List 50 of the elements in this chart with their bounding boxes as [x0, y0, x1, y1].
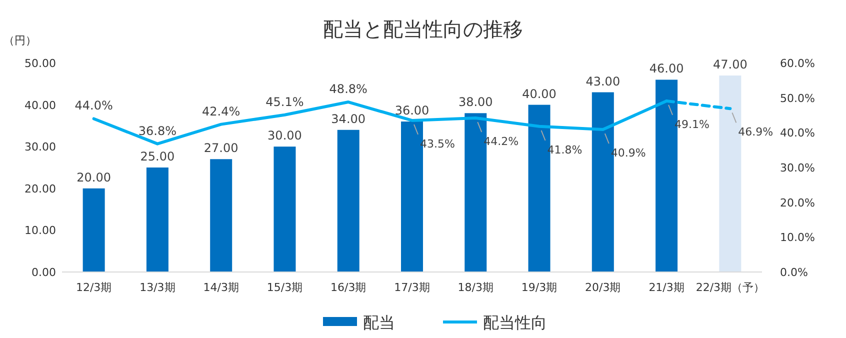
y2-tick-label: 50.0% — [780, 92, 815, 105]
y-tick-label: 20.00 — [24, 182, 56, 196]
x-tick-label: 15/3期 — [266, 281, 303, 294]
legend-label: 配当 — [363, 313, 395, 332]
y2-tick-label: 40.0% — [780, 126, 815, 140]
x-tick-label: 20/3期 — [585, 281, 621, 294]
data-label: 46.9% — [738, 126, 774, 139]
y2-tick-label: 10.0% — [780, 231, 815, 244]
y-tick-label: 0.00 — [32, 266, 56, 279]
data-label: 45.1% — [266, 94, 304, 109]
x-tick-label: 14/3期 — [203, 281, 239, 294]
bar — [337, 130, 360, 272]
x-tick-label: 17/3期 — [394, 281, 430, 294]
data-label: 36.00 — [394, 104, 430, 118]
bar — [274, 146, 296, 272]
x-tick-label: 16/3期 — [330, 281, 366, 294]
x-tick-label: 13/3期 — [140, 281, 176, 294]
data-label: 34.00 — [331, 112, 366, 126]
x-tick-label: 18/3期 — [458, 281, 494, 294]
data-label: 36.8% — [138, 124, 177, 138]
data-label: 20.00 — [76, 170, 111, 184]
y-tick-label: 10.00 — [24, 224, 56, 238]
legend-label: 配当性向 — [483, 313, 547, 332]
data-label: 43.00 — [586, 74, 620, 88]
data-label: 42.4% — [202, 104, 240, 118]
data-label: 47.00 — [713, 58, 748, 72]
x-tick-label: 19/3期 — [521, 281, 558, 294]
data-label: 38.00 — [458, 95, 493, 110]
y2-tick-label: 30.0% — [780, 162, 815, 174]
y2-tick-label: 60.0% — [780, 57, 815, 70]
bar — [210, 159, 232, 272]
data-label: 30.00 — [268, 128, 302, 143]
data-label: 40.00 — [522, 86, 556, 101]
data-label: 25.00 — [140, 150, 175, 164]
x-tick-label: 21/3期 — [648, 281, 684, 294]
y-axis-title: （円） — [4, 34, 36, 47]
x-tick-label: 12/3期 — [76, 281, 112, 294]
x-tick-label: 22/3期（予） — [696, 281, 765, 294]
y-tick-label: 40.00 — [24, 98, 56, 112]
bar — [146, 168, 168, 272]
y-tick-label: 30.00 — [24, 140, 56, 154]
bar — [82, 188, 105, 272]
y-tick-label: 50.00 — [24, 57, 56, 70]
data-label: 44.0% — [74, 98, 113, 113]
y2-tick-label: 0.0% — [780, 266, 808, 279]
chart-title: 配当と配当性向の推移 — [323, 17, 523, 41]
data-label: 48.8% — [329, 82, 368, 96]
data-label: 27.00 — [204, 141, 238, 156]
data-label: 46.00 — [649, 62, 684, 76]
y2-tick-label: 20.0% — [780, 196, 815, 210]
